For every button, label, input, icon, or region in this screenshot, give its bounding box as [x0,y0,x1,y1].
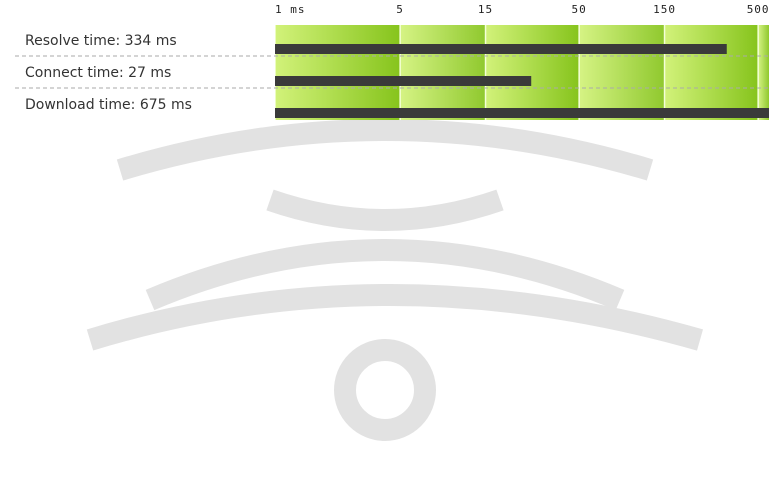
plot-area [275,25,769,120]
x-tick-label: 150 [653,3,676,16]
band [579,25,665,120]
watermark [86,119,704,441]
row-label: Download time: 675 ms [25,97,192,113]
x-tick-label: 1 ms [275,3,306,16]
x-tick-label: 50 [572,3,587,16]
bar [275,76,532,86]
bar [275,108,769,118]
row-label: Connect time: 27 ms [25,65,171,81]
band [485,25,580,120]
band [758,25,769,120]
row-label: Resolve time: 334 ms [25,33,177,49]
band [400,25,486,120]
bars [275,44,769,118]
band [664,25,759,120]
x-tick-label: 5 [396,3,404,16]
x-tick-label: 500 [747,3,769,16]
x-tick-label: 15 [478,3,493,16]
bar [275,44,727,54]
band [275,25,401,120]
